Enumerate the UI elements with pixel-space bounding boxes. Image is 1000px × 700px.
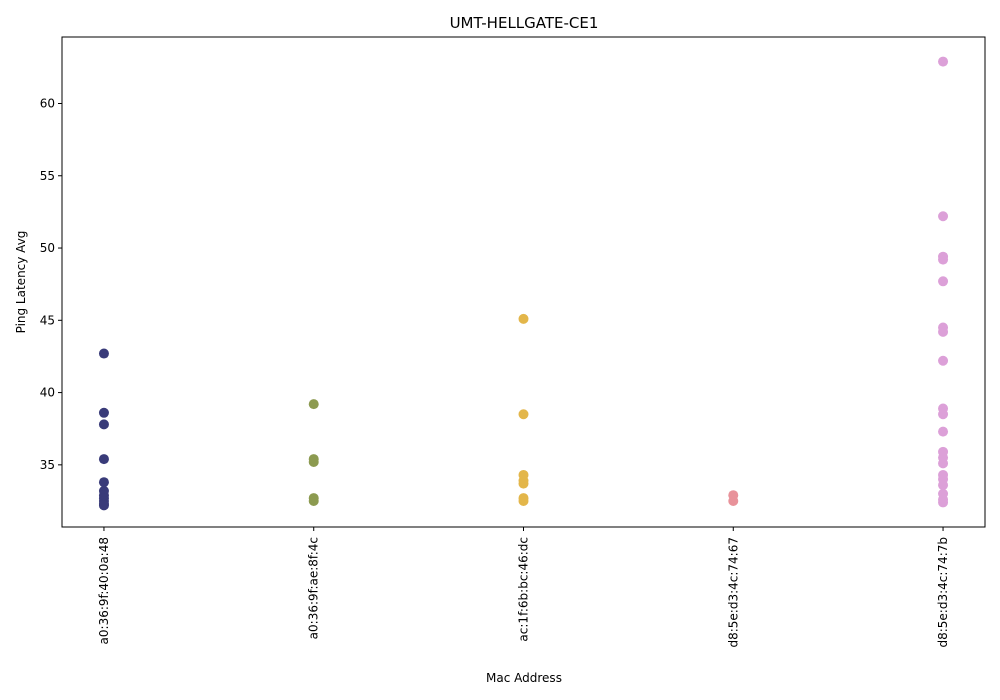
x-tick-label: ac:1f:6b:bc:46:dc — [517, 537, 531, 642]
x-tick-label: a0:36:9f:40:0a:48 — [97, 537, 111, 644]
point — [98, 454, 109, 465]
point — [938, 211, 949, 222]
point — [938, 409, 949, 420]
point — [98, 500, 109, 511]
y-tick-label: 50 — [40, 241, 55, 255]
point — [98, 419, 109, 430]
point — [518, 409, 529, 420]
point — [728, 495, 739, 506]
chart-title: UMT-HELLGATE-CE1 — [450, 14, 599, 32]
point — [938, 480, 949, 491]
point — [938, 497, 949, 508]
y-tick-label: 45 — [40, 313, 55, 327]
point — [308, 399, 319, 410]
point — [938, 276, 949, 287]
point — [938, 355, 949, 366]
point — [518, 478, 529, 489]
point — [98, 477, 109, 488]
point — [518, 495, 529, 506]
point — [98, 407, 109, 418]
point — [938, 426, 949, 437]
y-tick-label: 35 — [40, 458, 55, 472]
x-tick-label: a0:36:9f:ae:8f:4c — [307, 537, 321, 639]
point — [308, 456, 319, 467]
point — [938, 326, 949, 337]
x-axis-label: Mac Address — [486, 671, 562, 685]
y-tick-label: 55 — [40, 169, 55, 183]
point — [518, 313, 529, 324]
plot-frame — [61, 36, 986, 528]
y-tick-label: 60 — [40, 96, 55, 110]
x-tick-label: d8:5e:d3:4c:74:7b — [936, 537, 950, 648]
point — [308, 495, 319, 506]
point — [938, 56, 949, 67]
x-tick-label: d8:5e:d3:4c:74:67 — [726, 537, 740, 648]
point — [938, 254, 949, 265]
point — [938, 458, 949, 469]
y-axis-label: Ping Latency Avg — [14, 231, 28, 334]
point — [98, 348, 109, 359]
y-tick-label: 40 — [40, 386, 55, 400]
